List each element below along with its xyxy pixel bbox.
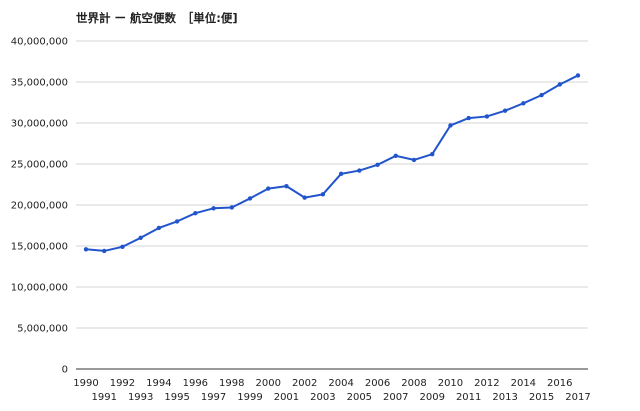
data-point xyxy=(375,163,379,167)
x-tick-label: 2014 xyxy=(511,378,536,389)
data-point xyxy=(84,247,88,251)
y-tick-label: 5,000,000 xyxy=(17,324,68,335)
data-point xyxy=(138,236,142,240)
data-point xyxy=(430,152,434,156)
data-point xyxy=(558,82,562,86)
data-point xyxy=(485,114,489,118)
x-tick-label: 2000 xyxy=(255,378,280,389)
x-tick-label: 1995 xyxy=(164,392,189,403)
y-tick-label: 40,000,000 xyxy=(11,37,68,48)
x-tick-label: 2013 xyxy=(492,392,517,403)
data-point xyxy=(503,109,507,113)
data-point xyxy=(539,93,543,97)
x-tick-label: 1997 xyxy=(201,392,226,403)
y-tick-label: 0 xyxy=(62,365,68,376)
x-tick-label: 2005 xyxy=(347,392,372,403)
x-tick-label: 2006 xyxy=(365,378,390,389)
x-tick-label: 2001 xyxy=(274,392,299,403)
x-tick-label: 1993 xyxy=(128,392,153,403)
series xyxy=(84,73,580,253)
chart-title: 世界計 ー 航空便数 ［単位:便] xyxy=(76,11,238,25)
data-point xyxy=(321,192,325,196)
x-axis-ticks: 1990 1991 1992 1993 1994 1995 1996 1997 1998 1999… xyxy=(73,378,590,403)
data-point xyxy=(412,158,416,162)
y-tick-label: 35,000,000 xyxy=(11,78,68,89)
data-point xyxy=(521,101,525,105)
data-point xyxy=(448,123,452,127)
y-axis-ticks: 0 5,000,000 10,000,000 15,000,000 20,000,000… xyxy=(11,37,68,376)
x-tick-label: 1992 xyxy=(110,378,135,389)
data-point xyxy=(157,226,161,230)
x-tick-label: 2008 xyxy=(401,378,426,389)
data-point xyxy=(394,154,398,158)
data-point xyxy=(466,116,470,120)
data-point xyxy=(266,186,270,190)
y-tick-label: 10,000,000 xyxy=(11,283,68,294)
data-point xyxy=(284,184,288,188)
data-point xyxy=(120,245,124,249)
x-tick-label: 2007 xyxy=(383,392,408,403)
x-tick-label: 1990 xyxy=(73,378,98,389)
x-tick-label: 2011 xyxy=(456,392,481,403)
x-tick-label: 1999 xyxy=(237,392,262,403)
y-tick-label: 25,000,000 xyxy=(11,160,68,171)
x-tick-label: 2012 xyxy=(474,378,499,389)
data-point xyxy=(230,205,234,209)
x-tick-label: 2009 xyxy=(419,392,444,403)
x-tick-label: 1991 xyxy=(91,392,116,403)
data-point xyxy=(576,73,580,77)
data-point xyxy=(302,195,306,199)
y-tick-label: 20,000,000 xyxy=(11,201,68,212)
data-point xyxy=(248,196,252,200)
x-tick-label: 2015 xyxy=(529,392,554,403)
y-tick-label: 15,000,000 xyxy=(11,242,68,253)
x-tick-label: 2004 xyxy=(328,378,353,389)
y-tick-label: 30,000,000 xyxy=(11,119,68,130)
x-tick-label: 2010 xyxy=(438,378,463,389)
x-tick-label: 2017 xyxy=(565,392,590,403)
data-point xyxy=(211,206,215,210)
x-tick-label: 2003 xyxy=(310,392,335,403)
data-point xyxy=(339,172,343,176)
data-point xyxy=(175,219,179,223)
x-tick-label: 2002 xyxy=(292,378,317,389)
series-line xyxy=(86,75,578,250)
x-tick-label: 2016 xyxy=(547,378,572,389)
x-tick-label: 1994 xyxy=(146,378,171,389)
data-point xyxy=(193,211,197,215)
data-point xyxy=(102,249,106,253)
data-point xyxy=(357,168,361,172)
x-tick-label: 1996 xyxy=(183,378,208,389)
x-tick-label: 1998 xyxy=(219,378,244,389)
